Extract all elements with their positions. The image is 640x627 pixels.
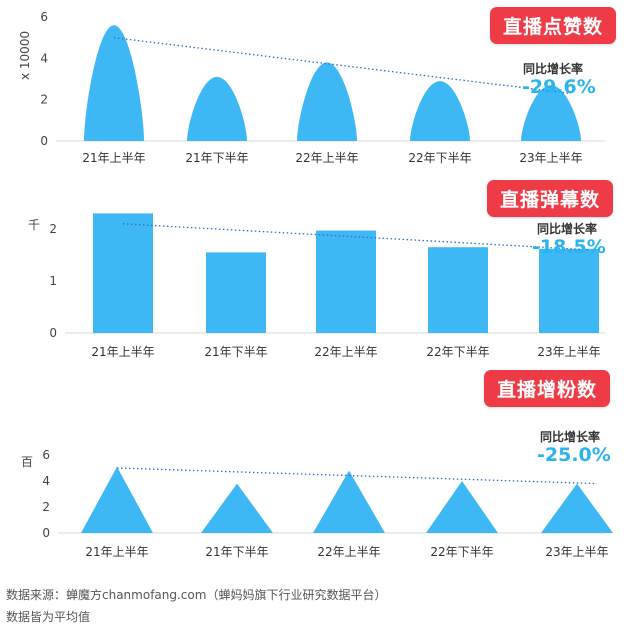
chart-fans: 0 2 4 6 21年上半年 21年下半年 22年上半年 22年下半年 23年上半年 [42, 448, 613, 559]
x-category-label: 23年上半年 [537, 345, 600, 359]
average-note: 数据皆为平均值 [6, 610, 91, 624]
dome-mark [410, 81, 470, 141]
y-tick-label: 6 [42, 448, 50, 462]
y-tick-label: 2 [40, 93, 48, 107]
x-category-label: 22年下半年 [426, 345, 489, 359]
data-source-note: 数据来源：蝉魔方chanmofang.com（蝉妈妈旗下行业研究数据平台） [6, 588, 387, 602]
x-category-label: 22年上半年 [317, 545, 380, 559]
chart-likes: 0 2 4 6 21年上半年 21年下半年 22年上半年 22年下半年 23年上半年 [40, 10, 605, 165]
x-category-label: 21年上半年 [85, 545, 148, 559]
triangle-mark [81, 466, 153, 533]
yoy-value: -25.0% [537, 444, 611, 466]
dome-mark [187, 76, 247, 141]
y-axis-unit: 百 [21, 455, 34, 469]
x-category-label: 21年上半年 [91, 345, 154, 359]
chart-title: 直播点赞数 [490, 7, 617, 44]
trend-line [113, 37, 572, 95]
bar [93, 213, 153, 333]
trend-line [122, 223, 590, 251]
bar [539, 248, 599, 333]
x-category-label: 22年上半年 [295, 151, 358, 165]
chart-panel-fans: 0 2 4 6 21年上半年 21年下半年 22年上半年 22年下半年 23年上半年 直播增粉数… [21, 370, 613, 559]
x-category-label: 22年下半年 [408, 151, 471, 165]
bar [206, 252, 266, 333]
y-tick-label: 0 [49, 326, 57, 340]
y-tick-label: 1 [49, 274, 57, 288]
chart-title: 直播增粉数 [484, 370, 611, 407]
y-tick-label: 0 [42, 526, 50, 540]
x-category-label: 22年上半年 [314, 345, 377, 359]
y-tick-label: 2 [49, 222, 57, 236]
yoy-value: -29.6% [522, 76, 596, 98]
triangle-mark [541, 483, 613, 533]
triangle-mark [426, 481, 498, 533]
dome-mark [297, 62, 357, 141]
dome-mark [84, 25, 144, 142]
chart-panel-comments: 0 1 2 21年上半年 21年下半年 22年上半年 22年下半年 23年上半年 直播弹幕数 … [28, 180, 614, 359]
x-category-label: 23年上半年 [519, 151, 582, 165]
bar [428, 247, 488, 333]
y-axis-unit: 千 [28, 218, 41, 232]
x-category-label: 21年下半年 [204, 345, 267, 359]
x-category-label: 21年上半年 [82, 151, 145, 165]
x-category-label: 22年下半年 [430, 545, 493, 559]
x-category-label: 21年下半年 [205, 545, 268, 559]
yoy-value: -18.5% [532, 236, 606, 258]
y-tick-label: 4 [40, 51, 48, 65]
yoy-label: 同比增长率 [523, 62, 584, 76]
chart-panel-likes: 0 2 4 6 21年上半年 21年下半年 22年上半年 22年下半年 23年上半年 直播点赞数… [0, 0, 640, 190]
trend-line [116, 467, 598, 485]
y-tick-label: 2 [42, 500, 50, 514]
dome-mark [521, 85, 581, 141]
x-category-label: 21年下半年 [185, 151, 248, 165]
y-tick-label: 0 [40, 134, 48, 148]
triangle-mark [313, 470, 385, 533]
chart-title: 直播弹幕数 [487, 180, 614, 217]
triangle-mark [201, 483, 273, 533]
y-tick-label: 6 [40, 10, 48, 24]
yoy-label: 同比增长率 [537, 222, 598, 236]
bar [316, 230, 376, 333]
chart-comments: 0 1 2 21年上半年 21年下半年 22年上半年 22年下半年 23年上半年 [49, 213, 605, 359]
x-category-label: 23年上半年 [545, 545, 608, 559]
y-tick-label: 4 [42, 474, 50, 488]
yoy-label: 同比增长率 [540, 430, 601, 444]
